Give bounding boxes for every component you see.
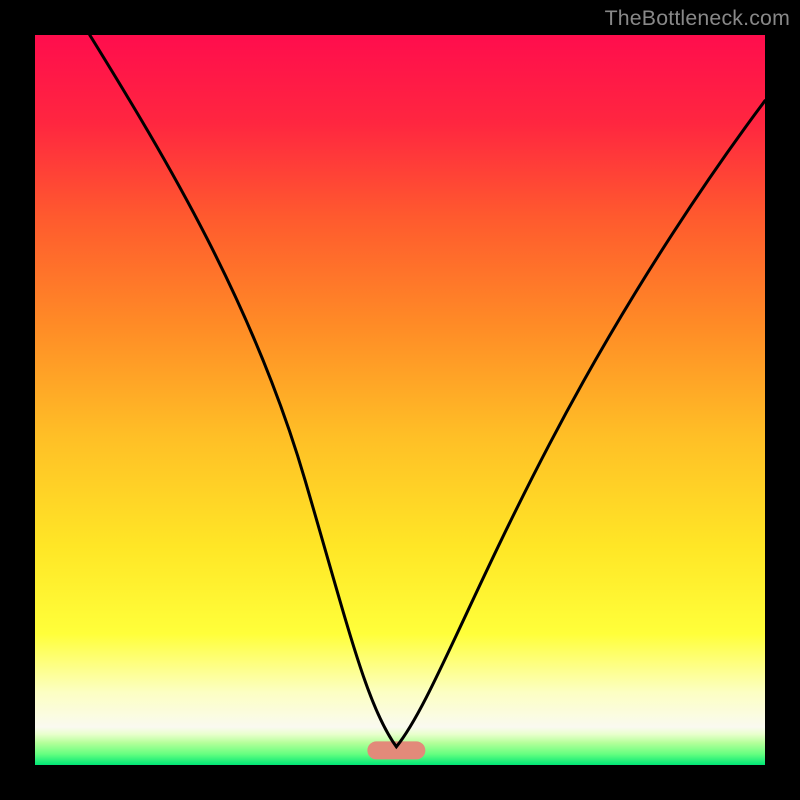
ground-marker	[367, 741, 425, 759]
gradient-background	[35, 35, 765, 765]
chart-container: TheBottleneck.com	[0, 0, 800, 800]
bottleneck-chart	[0, 0, 800, 800]
watermark-text: TheBottleneck.com	[605, 6, 790, 31]
